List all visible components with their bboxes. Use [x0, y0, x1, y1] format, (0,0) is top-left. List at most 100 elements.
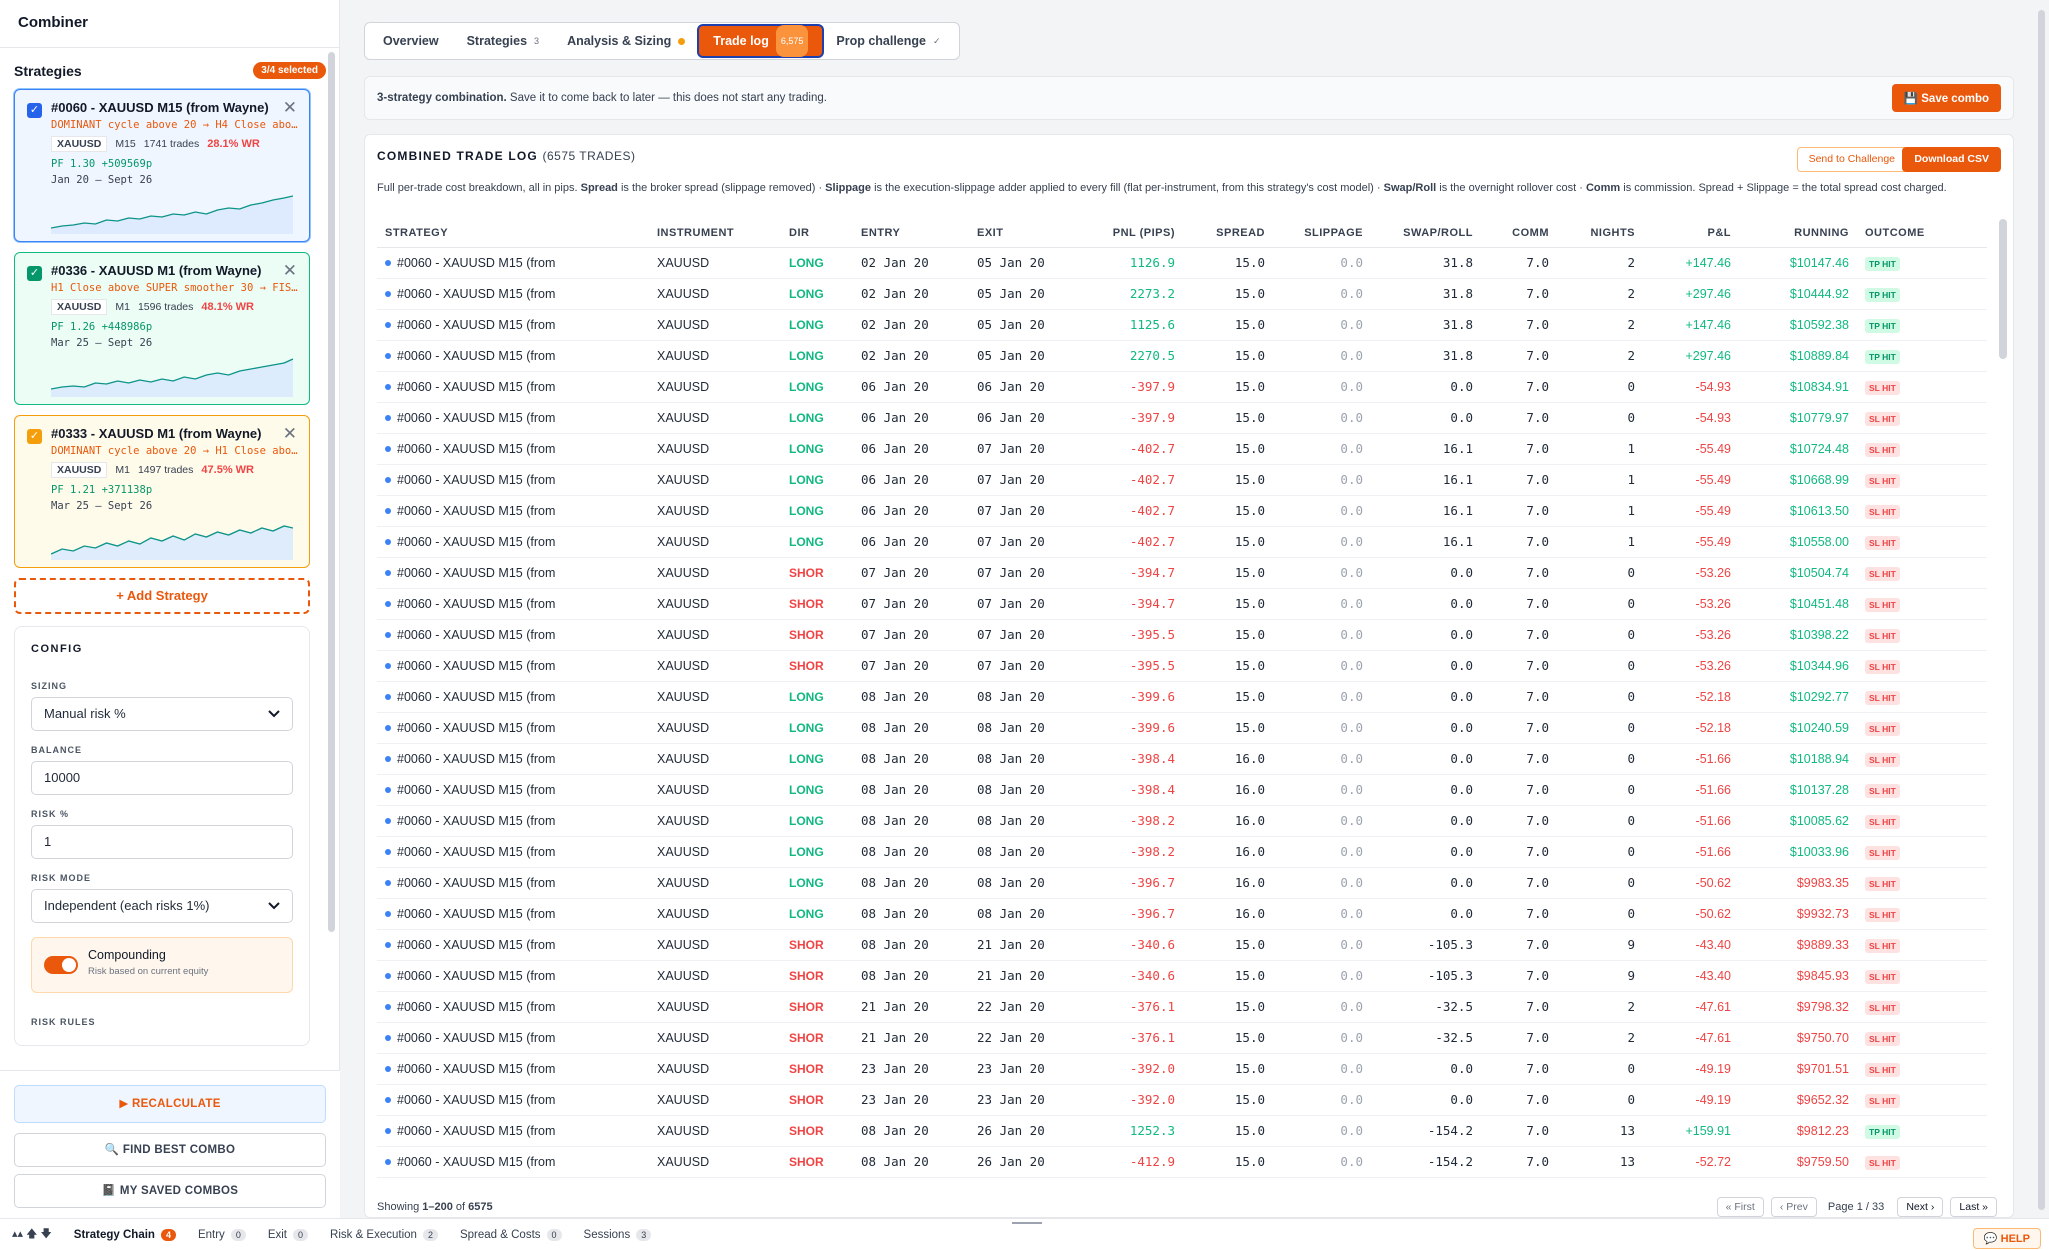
bottom-tab-spread-costs[interactable]: Spread & Costs 0 — [460, 1228, 562, 1241]
column-header[interactable]: EXIT — [969, 219, 1079, 248]
table-row[interactable]: #0060 - XAUUSD M15 (from XAUUSD SHOR 07 Jan… — [377, 557, 1987, 589]
main-scrollbar-thumb[interactable] — [2038, 10, 2045, 1210]
table-row[interactable]: #0060 - XAUUSD M15 (from XAUUSD SHOR 07 Jan… — [377, 650, 1987, 682]
bottom-tab-entry[interactable]: Entry 0 — [198, 1228, 246, 1241]
column-header[interactable]: SLIPPAGE — [1273, 219, 1371, 248]
tab-analysis-sizing[interactable]: Analysis & Sizing — [553, 26, 699, 56]
cell-nights: 13 — [1557, 1115, 1643, 1147]
table-row[interactable]: #0060 - XAUUSD M15 (from XAUUSD SHOR 08 Jan… — [377, 1115, 1987, 1147]
main-scrollbar[interactable] — [2034, 0, 2049, 1218]
bottom-tab-sessions[interactable]: Sessions 3 — [584, 1228, 652, 1241]
strategy-name: #0060 - XAUUSD M15 (from — [397, 937, 556, 952]
bottom-tab-risk-execution[interactable]: Risk & Execution 2 — [330, 1228, 438, 1241]
column-header[interactable]: PNL (PIPS) — [1079, 219, 1183, 248]
cell-swap-roll: 31.8 — [1371, 278, 1481, 310]
table-row[interactable]: #0060 - XAUUSD M15 (from XAUUSD SHOR 23 Jan… — [377, 1084, 1987, 1116]
table-row[interactable]: #0060 - XAUUSD M15 (from XAUUSD LONG 08 Jan… — [377, 867, 1987, 899]
table-row[interactable]: #0060 - XAUUSD M15 (from XAUUSD SHOR 08 Jan… — [377, 929, 1987, 961]
column-header[interactable]: COMM — [1481, 219, 1557, 248]
cell-running: $10779.97 — [1739, 402, 1857, 434]
strategy-card[interactable]: ✓ ✕ #0336 - XAUUSD M1 (from Wayne) H1 Close… — [14, 252, 310, 405]
cell-slippage: 0.0 — [1273, 1084, 1371, 1116]
cell-entry: 06 Jan 20 — [853, 433, 969, 465]
cell-dir: SHOR — [781, 1115, 853, 1147]
saved-combos-button[interactable]: 📓 MY SAVED COMBOS — [14, 1174, 326, 1208]
strategy-card[interactable]: ✓ ✕ #0060 - XAUUSD M15 (from Wayne) DOMINAN… — [14, 89, 310, 242]
table-row[interactable]: #0060 - XAUUSD M15 (from XAUUSD LONG 08 Jan… — [377, 805, 1987, 837]
column-header[interactable]: DIR — [781, 219, 853, 248]
table-row[interactable]: #0060 - XAUUSD M15 (from XAUUSD LONG 06 Jan… — [377, 402, 1987, 434]
close-icon[interactable]: ✕ — [282, 98, 297, 117]
sidebar-scrollbar[interactable] — [328, 52, 335, 932]
table-row[interactable]: #0060 - XAUUSD M15 (from XAUUSD LONG 08 Jan… — [377, 743, 1987, 775]
direction-label: SHOR — [789, 565, 824, 580]
strategy-card[interactable]: ✓ ✕ #0333 - XAUUSD M1 (from Wayne) DOMINANT… — [14, 415, 310, 568]
tab-strategies[interactable]: Strategies 3 — [453, 26, 553, 56]
cell-comm: 7.0 — [1481, 247, 1557, 279]
table-row[interactable]: #0060 - XAUUSD M15 (from XAUUSD LONG 02 Jan… — [377, 340, 1987, 372]
tab-overview[interactable]: Overview — [369, 26, 453, 56]
send-to-challenge-button[interactable]: Send to Challenge — [1796, 147, 1907, 172]
column-header[interactable]: INSTRUMENT — [649, 219, 781, 248]
collapse-arrows-icon[interactable]: ▴▴ 🡅 🡇 — [12, 1228, 52, 1240]
checkbox-checked-icon[interactable]: ✓ — [27, 429, 42, 444]
bottom-tab-strategy-chain[interactable]: Strategy Chain 4 — [74, 1228, 176, 1241]
table-row[interactable]: #0060 - XAUUSD M15 (from XAUUSD LONG 08 Jan… — [377, 712, 1987, 744]
close-icon[interactable]: ✕ — [282, 261, 297, 280]
tab-prop-challenge[interactable]: Prop challenge ✓ — [822, 26, 954, 56]
table-row[interactable]: #0060 - XAUUSD M15 (from XAUUSD LONG 02 Jan… — [377, 247, 1987, 279]
bottom-tab-exit[interactable]: Exit 0 — [268, 1228, 309, 1241]
recalculate-button[interactable]: ▶ RECALCULATE — [14, 1085, 326, 1123]
first-page-button[interactable]: « First — [1716, 1197, 1764, 1217]
add-strategy-button[interactable]: + Add Strategy — [14, 578, 310, 614]
table-scrollbar[interactable] — [1999, 219, 2007, 1179]
cell-swap-roll: 0.0 — [1371, 743, 1481, 775]
column-header[interactable]: ENTRY — [853, 219, 969, 248]
column-header[interactable]: SWAP/ROLL — [1371, 219, 1481, 248]
table-scrollbar-thumb[interactable] — [1999, 219, 2007, 359]
checkbox-checked-icon[interactable]: ✓ — [27, 266, 42, 281]
table-row[interactable]: #0060 - XAUUSD M15 (from XAUUSD LONG 02 Jan… — [377, 278, 1987, 310]
compounding-toggle[interactable] — [44, 956, 78, 974]
timeframe-tag: M1 — [115, 301, 130, 313]
find-best-combo-button[interactable]: 🔍 FIND BEST COMBO — [14, 1133, 326, 1167]
column-header[interactable]: P&L — [1643, 219, 1739, 248]
table-row[interactable]: #0060 - XAUUSD M15 (from XAUUSD LONG 06 Jan… — [377, 464, 1987, 496]
table-row[interactable]: #0060 - XAUUSD M15 (from XAUUSD LONG 08 Jan… — [377, 836, 1987, 868]
balance-input[interactable]: 10000 — [31, 761, 293, 795]
table-row[interactable]: #0060 - XAUUSD M15 (from XAUUSD SHOR 23 Jan… — [377, 1053, 1987, 1085]
column-header[interactable]: STRATEGY — [377, 219, 649, 248]
resize-handle[interactable] — [1012, 1222, 1042, 1224]
bottom-tab-count: 0 — [293, 1228, 309, 1241]
column-header[interactable]: RUNNING — [1739, 219, 1857, 248]
table-row[interactable]: #0060 - XAUUSD M15 (from XAUUSD LONG 06 Jan… — [377, 495, 1987, 527]
next-page-button[interactable]: Next › — [1897, 1197, 1944, 1217]
save-combo-button[interactable]: 💾 Save combo — [1891, 84, 2001, 112]
table-row[interactable]: #0060 - XAUUSD M15 (from XAUUSD SHOR 08 Jan… — [377, 1146, 1987, 1178]
table-row[interactable]: #0060 - XAUUSD M15 (from XAUUSD LONG 06 Jan… — [377, 433, 1987, 465]
last-page-button[interactable]: Last » — [1950, 1197, 1997, 1217]
risk-input[interactable]: 1 — [31, 825, 293, 859]
sizing-select[interactable]: Manual risk % — [31, 697, 293, 731]
help-button[interactable]: 💬 HELP — [1972, 1228, 2041, 1249]
download-csv-button[interactable]: Download CSV — [1902, 147, 2001, 172]
checkbox-checked-icon[interactable]: ✓ — [27, 103, 42, 118]
table-row[interactable]: #0060 - XAUUSD M15 (from XAUUSD SHOR 07 Jan… — [377, 588, 1987, 620]
column-header[interactable]: OUTCOME — [1857, 219, 1987, 248]
table-row[interactable]: #0060 - XAUUSD M15 (from XAUUSD SHOR 07 Jan… — [377, 619, 1987, 651]
tab-trade-log[interactable]: Trade log 6,575 — [699, 25, 823, 57]
table-row[interactable]: #0060 - XAUUSD M15 (from XAUUSD LONG 08 Jan… — [377, 681, 1987, 713]
table-row[interactable]: #0060 - XAUUSD M15 (from XAUUSD SHOR 21 Jan… — [377, 991, 1987, 1023]
table-row[interactable]: #0060 - XAUUSD M15 (from XAUUSD LONG 06 Jan… — [377, 371, 1987, 403]
close-icon[interactable]: ✕ — [282, 424, 297, 443]
column-header[interactable]: SPREAD — [1183, 219, 1273, 248]
prev-page-button[interactable]: ‹ Prev — [1770, 1197, 1817, 1217]
table-row[interactable]: #0060 - XAUUSD M15 (from XAUUSD LONG 08 Jan… — [377, 898, 1987, 930]
risk-mode-select[interactable]: Independent (each risks 1%) — [31, 889, 293, 923]
table-row[interactable]: #0060 - XAUUSD M15 (from XAUUSD LONG 02 Jan… — [377, 309, 1987, 341]
table-row[interactable]: #0060 - XAUUSD M15 (from XAUUSD SHOR 08 Jan… — [377, 960, 1987, 992]
column-header[interactable]: NIGHTS — [1557, 219, 1643, 248]
table-row[interactable]: #0060 - XAUUSD M15 (from XAUUSD LONG 08 Jan… — [377, 774, 1987, 806]
table-row[interactable]: #0060 - XAUUSD M15 (from XAUUSD SHOR 21 Jan… — [377, 1022, 1987, 1054]
table-row[interactable]: #0060 - XAUUSD M15 (from XAUUSD LONG 06 Jan… — [377, 526, 1987, 558]
